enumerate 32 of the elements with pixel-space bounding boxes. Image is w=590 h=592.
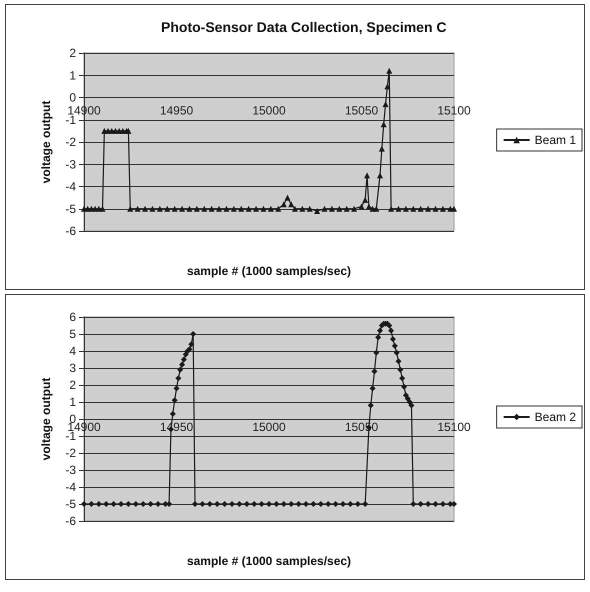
- x-tick-label: 15000: [252, 104, 286, 118]
- y-tick-label: -3: [65, 157, 76, 172]
- y-tick-label: 1: [69, 68, 76, 82]
- x-tick-label: 15100: [437, 104, 472, 118]
- y-tick-label: 6: [69, 310, 76, 324]
- x-axis-title: sample # (1000 samples/sec): [186, 554, 352, 568]
- legend-label: Beam 1: [534, 133, 576, 147]
- x-axis-title: sample # (1000 samples/sec): [186, 264, 352, 278]
- y-tick-label: 4: [69, 344, 76, 358]
- y-tick-label: 2: [69, 46, 76, 60]
- y-tick-label: 0: [69, 90, 76, 104]
- y-tick-label: -3: [65, 463, 76, 477]
- x-tick-label: 15050: [344, 104, 379, 118]
- y-tick-label: -2: [65, 135, 76, 149]
- y-tick-label: 5: [69, 327, 76, 341]
- y-tick-label: -5: [65, 497, 76, 511]
- y-tick-label: -4: [65, 180, 76, 194]
- y-tick-label: 1: [69, 395, 76, 409]
- y-tick-label: -6: [65, 514, 76, 528]
- y-tick-label: -4: [65, 480, 76, 494]
- chart-title: Photo-Sensor Data Collection, Specimen C: [161, 19, 446, 35]
- x-tick-label: 14950: [160, 104, 194, 118]
- y-tick-label: -6: [65, 224, 76, 238]
- y-axis-title: voltage output: [39, 378, 53, 460]
- x-tick-label: 15100: [437, 420, 472, 434]
- x-tick-label: 15000: [252, 420, 286, 434]
- y-tick-label: 3: [69, 361, 76, 375]
- y-axis-title: voltage output: [39, 100, 53, 184]
- y-tick-label: 2: [69, 378, 76, 392]
- y-tick-label: -2: [65, 446, 76, 460]
- y-tick-label: -5: [65, 202, 76, 216]
- legend-label: Beam 2: [534, 410, 576, 424]
